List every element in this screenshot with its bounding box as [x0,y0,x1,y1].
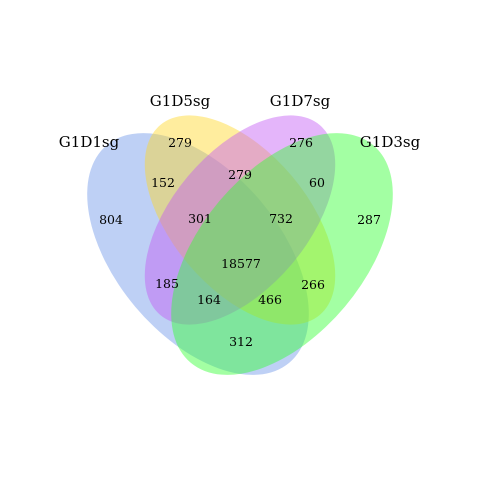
set-label-g1d5sg: G1D5sg [150,92,211,110]
set-label-g1d1sg: G1D1sg [59,133,120,151]
set-ellipse-g1d7sg [144,115,336,325]
count-g1d5sg-g1d3sg: 266 [301,277,325,292]
set-label-g1d3sg: G1D3sg [360,133,421,151]
set-ellipse-g1d1sg [87,133,309,375]
set-labels: G1D1sg G1D5sg G1D7sg G1D3sg [59,92,421,151]
count-g1d1sg-g1d3sg: 312 [229,334,253,349]
count-g1d3sg-only: 287 [357,212,381,227]
count-g1d7sg-only: 276 [289,135,313,150]
set-ellipses [87,115,393,375]
count-g1d5sg-g1d7sg-g1d3sg: 732 [269,211,293,226]
set-label-g1d7sg: G1D7sg [270,92,331,110]
count-g1d1sg-g1d5sg-g1d3sg: 466 [258,292,282,307]
count-g1d7sg-g1d3sg: 60 [309,175,325,190]
count-g1d1sg-only: 804 [99,212,123,227]
count-g1d1sg-g1d7sg: 185 [155,276,179,291]
set-ellipse-g1d5sg [144,115,336,325]
count-g1d5sg-only: 279 [168,135,192,150]
set-ellipse-g1d3sg [171,133,393,375]
count-g1d1sg-g1d7sg-g1d3sg: 164 [197,292,221,307]
count-all-sets: 18577 [221,256,261,271]
region-counts: 804 279 276 287 152 279 60 301 732 18577… [99,135,381,349]
count-g1d1sg-g1d5sg-g1d7sg: 301 [188,211,212,226]
count-g1d1sg-g1d5sg: 152 [151,175,175,190]
count-g1d5sg-g1d7sg: 279 [228,167,252,182]
